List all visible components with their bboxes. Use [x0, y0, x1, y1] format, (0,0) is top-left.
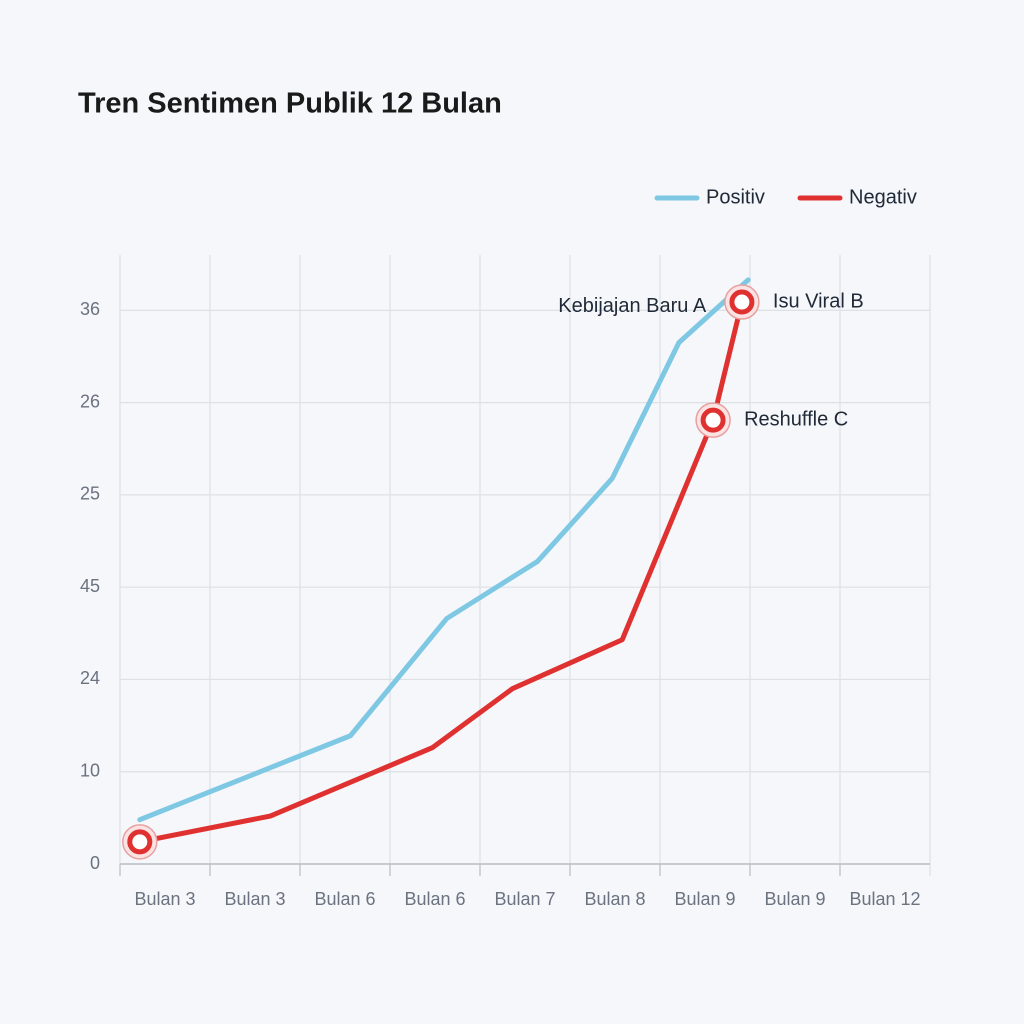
annotation: Isu Viral B [773, 290, 864, 312]
marker [729, 289, 755, 315]
y-tick-label: 36 [80, 299, 100, 319]
chart-title: Tren Sentimen Publik 12 Bulan [78, 88, 502, 120]
marker [127, 829, 153, 855]
x-tick-label: Bulan 9 [674, 889, 735, 909]
x-tick-label: Bulan 3 [134, 889, 195, 909]
x-tick-label: Bulan 6 [404, 889, 465, 909]
x-tick-label: Bulan 3 [224, 889, 285, 909]
legend-label: Positiv [706, 186, 765, 208]
line-series [137, 277, 751, 823]
marker [700, 407, 726, 433]
y-tick-label: 24 [80, 668, 100, 688]
y-tick-label: 25 [80, 484, 100, 504]
legend-label: Negativ [849, 186, 917, 208]
x-tick-label: Bulan 6 [314, 889, 375, 909]
y-tick-label: 0 [90, 853, 100, 873]
y-tick-label: 10 [80, 760, 100, 780]
x-tick-label: Bulan 9 [764, 889, 825, 909]
x-tick-label: Bulan 12 [849, 889, 920, 909]
y-tick-label: 45 [80, 576, 100, 596]
y-tick-label: 26 [80, 391, 100, 411]
annotation: Reshuffle C [744, 408, 848, 430]
annotation: Kebijajan Baru A [558, 295, 707, 317]
x-tick-label: Bulan 7 [494, 889, 555, 909]
x-tick-label: Bulan 8 [584, 889, 645, 909]
